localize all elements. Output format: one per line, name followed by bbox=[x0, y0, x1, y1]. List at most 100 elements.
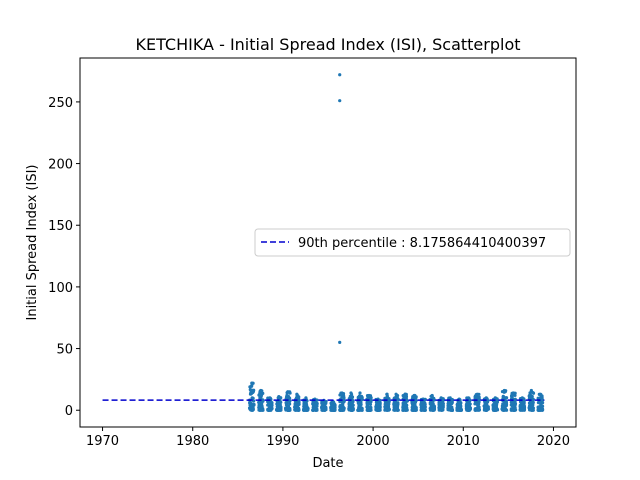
x-tick-label: 2020 bbox=[537, 434, 570, 449]
data-point bbox=[247, 406, 252, 410]
data-point bbox=[284, 407, 288, 411]
x-axis: 1970 1980 1990 2000 2010 2020 bbox=[86, 427, 570, 449]
data-point bbox=[321, 402, 325, 406]
legend: 90th percentile : 8.175864410400397 bbox=[254, 228, 571, 257]
data-point bbox=[377, 408, 381, 412]
data-point bbox=[521, 408, 525, 412]
data-point bbox=[279, 405, 283, 409]
data-point bbox=[414, 405, 418, 410]
data-point bbox=[288, 402, 292, 406]
data-point bbox=[440, 406, 444, 410]
data-point bbox=[284, 401, 288, 405]
chart-title: KETCHIKA - Initial Spread Index (ISI), S… bbox=[135, 35, 520, 54]
data-points bbox=[247, 73, 545, 412]
data-point bbox=[360, 395, 364, 400]
data-point bbox=[350, 398, 355, 402]
data-point bbox=[286, 390, 290, 394]
data-point bbox=[387, 402, 391, 406]
data-point bbox=[278, 403, 282, 407]
y-tick-label: 100 bbox=[48, 281, 73, 296]
data-point bbox=[295, 407, 299, 412]
data-point bbox=[448, 408, 452, 412]
data-point bbox=[360, 408, 364, 412]
data-point bbox=[341, 407, 345, 411]
data-point bbox=[338, 99, 342, 103]
data-point bbox=[252, 399, 256, 403]
data-point bbox=[495, 399, 499, 403]
data-point bbox=[250, 396, 254, 400]
data-point bbox=[403, 392, 407, 396]
data-point bbox=[268, 396, 272, 400]
legend-label: 90th percentile : 8.175864410400397 bbox=[298, 236, 546, 251]
data-point bbox=[261, 398, 265, 402]
x-tick-label: 1970 bbox=[86, 434, 119, 449]
data-point bbox=[530, 403, 534, 407]
data-point bbox=[348, 407, 352, 411]
y-axis: 0 50 100 150 200 250 bbox=[48, 96, 80, 419]
data-point bbox=[536, 406, 540, 410]
data-point bbox=[459, 408, 463, 412]
data-point bbox=[495, 403, 499, 407]
data-point bbox=[455, 406, 459, 410]
data-point bbox=[395, 408, 399, 412]
data-point bbox=[493, 396, 497, 400]
data-point bbox=[513, 397, 517, 401]
data-point bbox=[259, 393, 264, 397]
data-point bbox=[338, 405, 343, 409]
y-tick-label: 200 bbox=[48, 158, 73, 173]
data-point bbox=[500, 404, 505, 408]
data-point bbox=[333, 408, 337, 412]
x-tick-label: 1990 bbox=[266, 434, 299, 449]
data-point bbox=[311, 401, 315, 405]
data-point bbox=[260, 404, 264, 409]
data-point bbox=[519, 400, 523, 404]
y-tick-label: 0 bbox=[65, 404, 73, 419]
data-point bbox=[484, 405, 488, 409]
data-point bbox=[504, 396, 508, 400]
data-point bbox=[385, 392, 389, 396]
data-point bbox=[511, 401, 515, 405]
data-point bbox=[338, 73, 342, 77]
data-point bbox=[383, 402, 387, 406]
data-point bbox=[430, 393, 434, 398]
data-point bbox=[356, 395, 360, 399]
data-point bbox=[414, 408, 418, 412]
data-point bbox=[302, 403, 307, 407]
data-point bbox=[491, 406, 496, 410]
x-tick-label: 2000 bbox=[357, 434, 390, 449]
data-point bbox=[413, 400, 418, 404]
data-point bbox=[321, 408, 325, 412]
data-point bbox=[455, 403, 459, 407]
data-point bbox=[257, 400, 261, 405]
data-point bbox=[457, 400, 461, 404]
data-point bbox=[349, 391, 353, 395]
data-point bbox=[439, 396, 443, 400]
data-point bbox=[347, 404, 351, 408]
data-point bbox=[413, 403, 417, 407]
data-point bbox=[529, 388, 533, 393]
data-point bbox=[314, 404, 318, 408]
data-point bbox=[449, 400, 453, 405]
data-point bbox=[430, 408, 434, 412]
data-point bbox=[259, 401, 263, 405]
data-point bbox=[401, 401, 405, 405]
data-point bbox=[403, 408, 407, 412]
data-point bbox=[502, 401, 507, 405]
data-point bbox=[529, 408, 533, 412]
data-point bbox=[259, 408, 263, 412]
y-tick-label: 50 bbox=[56, 343, 73, 358]
data-point bbox=[342, 396, 346, 400]
data-point bbox=[440, 402, 445, 407]
x-tick-label: 2010 bbox=[447, 434, 480, 449]
data-point bbox=[531, 408, 535, 412]
data-point bbox=[486, 407, 490, 411]
data-point bbox=[529, 400, 533, 404]
data-point bbox=[484, 396, 488, 400]
data-point bbox=[252, 402, 256, 407]
data-point bbox=[502, 388, 506, 393]
data-point bbox=[375, 407, 379, 412]
data-point bbox=[324, 407, 328, 411]
data-point bbox=[491, 408, 496, 412]
data-point bbox=[293, 404, 297, 408]
y-tick-label: 150 bbox=[48, 219, 73, 234]
